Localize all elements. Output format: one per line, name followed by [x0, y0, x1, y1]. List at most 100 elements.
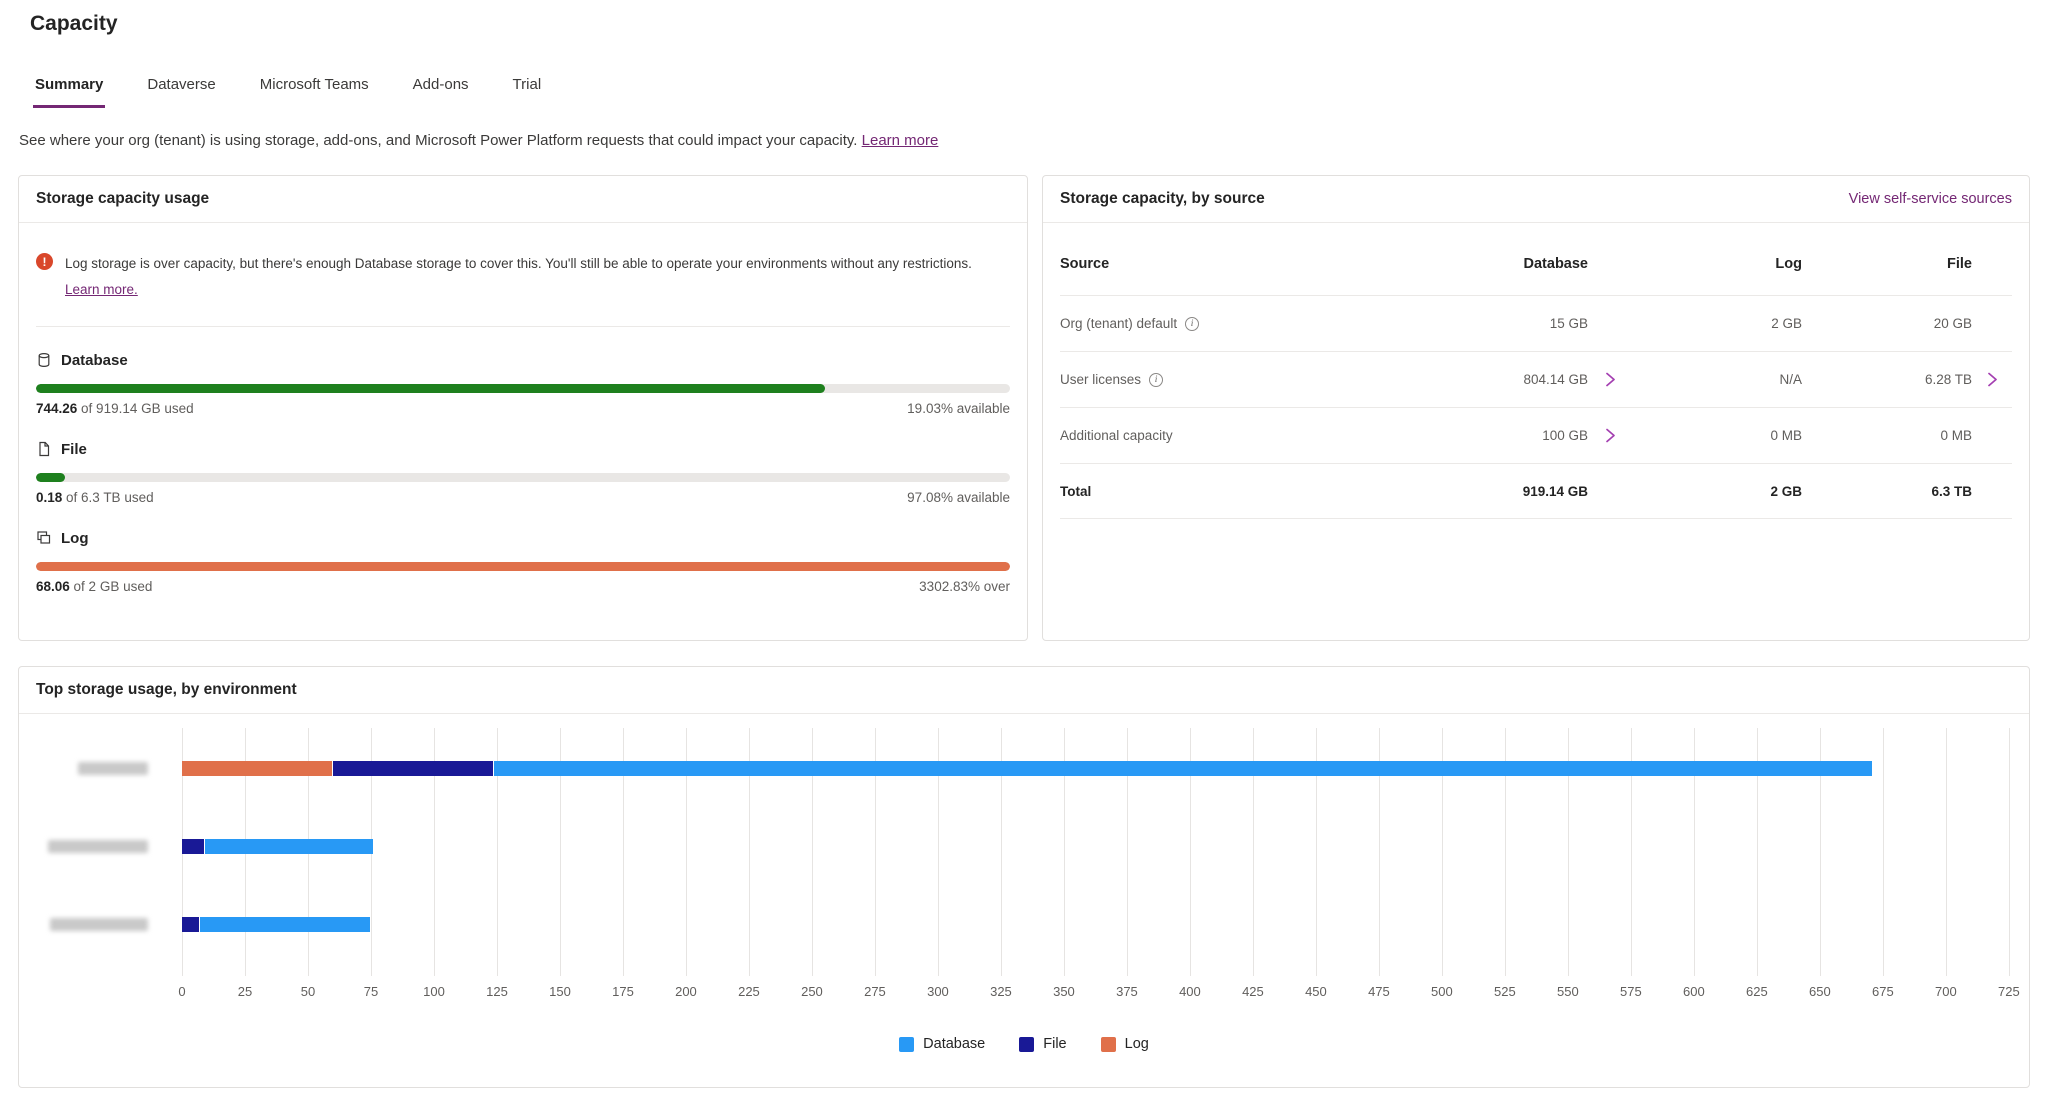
gridline — [1126, 728, 1128, 976]
database-chevron-icon[interactable] — [1588, 427, 1632, 444]
tab-bar: Summary Dataverse Microsoft Teams Add-ons Tr… — [33, 76, 2048, 108]
axis-tick-label: 400 — [1179, 984, 1201, 999]
legend-item-log: Log — [1100, 1036, 1149, 1052]
axis-tick-label: 100 — [423, 984, 445, 999]
database-value: 15 GB — [1549, 316, 1588, 331]
file-value: 20 GB — [1933, 316, 1972, 331]
axis-tick-label: 550 — [1557, 984, 1579, 999]
top-cards-row: Storage capacity usage ! Log storage is … — [18, 175, 2030, 641]
axis-tick-label: 150 — [549, 984, 571, 999]
meter-label-row: File — [36, 441, 1010, 458]
database-chevron-icon[interactable] — [1588, 371, 1632, 388]
source-card-header: Storage capacity, by source View self-se… — [1043, 176, 2029, 223]
column-header-database: Database — [1523, 256, 1588, 272]
gridline — [1882, 728, 1884, 976]
gridline — [1441, 728, 1443, 976]
axis-tick-label: 725 — [1998, 984, 2020, 999]
axis-tick-label: 525 — [1494, 984, 1516, 999]
legend-label: File — [1043, 1036, 1067, 1052]
chart-x-axis: 0 25 50 75 100 125 150 175 200 225 250 275 300 325 350… — [178, 984, 2024, 1002]
availability-text: 19.03% available — [907, 400, 1010, 416]
gridline — [1819, 728, 1821, 976]
environment-label-redacted — [36, 839, 182, 854]
gridline — [1945, 728, 1947, 976]
bar-segment-file — [182, 839, 205, 854]
environment-label-redacted — [36, 761, 182, 776]
meter-name: Database — [61, 351, 128, 369]
gridline — [433, 728, 435, 976]
source-name: Total — [1060, 483, 1092, 499]
bar-segment-log — [182, 761, 334, 776]
bar-segment-database — [494, 761, 1873, 776]
axis-tick-label: 375 — [1116, 984, 1138, 999]
axis-tick-label: 700 — [1935, 984, 1957, 999]
database-icon — [36, 352, 52, 368]
meter-name: Log — [61, 529, 89, 547]
legend-swatch-database — [899, 1036, 915, 1052]
axis-tick-label: 225 — [738, 984, 760, 999]
progress-fill — [36, 383, 825, 393]
tab-add-ons[interactable]: Add-ons — [412, 76, 469, 93]
info-icon[interactable]: i — [1185, 316, 1200, 331]
warning-text: Log storage is over capacity, but there'… — [65, 256, 972, 298]
blurred-text-block — [48, 840, 148, 853]
storage-capacity-usage-card: Storage capacity usage ! Log storage is … — [18, 175, 1028, 641]
source-row-total: Total 919.14 GB 2 GB 6.3 TB — [1060, 463, 2012, 519]
environment-bar-row — [48, 839, 2024, 854]
tab-dataverse[interactable]: Dataverse — [147, 76, 216, 93]
tab-trial[interactable]: Trial — [512, 76, 542, 93]
gridline — [1378, 728, 1380, 976]
view-self-service-sources-link[interactable]: View self-service sources — [1848, 191, 2012, 207]
axis-tick-label: 250 — [801, 984, 823, 999]
log-value: 2 GB — [1770, 483, 1802, 499]
gridline — [1567, 728, 1569, 976]
gridline — [1000, 728, 1002, 976]
tab-summary[interactable]: Summary — [33, 76, 106, 108]
gridline — [496, 728, 498, 976]
description-text: See where your org (tenant) is using sto… — [19, 132, 858, 149]
progress-fill — [36, 472, 66, 482]
gridline — [1630, 728, 1632, 976]
usage-text: 744.26 of 919.14 GB used — [36, 400, 194, 416]
log-value: 2 GB — [1771, 316, 1802, 331]
bar-segment-file — [182, 917, 200, 932]
meter-caption: 0.18 of 6.3 TB used 97.08% available — [36, 490, 1010, 505]
column-header-file: File — [1947, 256, 1972, 272]
storage-by-source-card: Storage capacity, by source View self-se… — [1042, 175, 2030, 641]
axis-tick-label: 75 — [363, 984, 379, 999]
tab-microsoft-teams[interactable]: Microsoft Teams — [259, 76, 369, 93]
database-value: 919.14 GB — [1522, 483, 1588, 499]
gridline — [811, 728, 813, 976]
axis-tick-label: 600 — [1683, 984, 1705, 999]
environment-usage-chart: 0 25 50 75 100 125 150 175 200 225 250 275 300 325 350… — [19, 714, 2029, 1052]
warning-learn-more-link[interactable]: Learn more. — [65, 282, 138, 298]
availability-text: 97.08% available — [907, 489, 1010, 505]
axis-tick-label: 450 — [1305, 984, 1327, 999]
gridline — [937, 728, 939, 976]
log-icon — [36, 530, 52, 546]
learn-more-link[interactable]: Learn more — [861, 132, 939, 149]
usage-card-body: ! Log storage is over capacity, but ther… — [19, 223, 1027, 594]
source-table-header-row: Source Database Log File — [1060, 233, 2012, 295]
axis-tick-label: 500 — [1431, 984, 1453, 999]
availability-text: 3302.83% over — [919, 578, 1010, 594]
bar-segment-database — [204, 839, 374, 854]
gridline — [874, 728, 876, 976]
meter-database: Database 744.26 of 919.14 GB used 19.03% a… — [36, 352, 1010, 416]
gridline — [685, 728, 687, 976]
file-chevron-icon[interactable] — [1972, 371, 2012, 388]
file-value: 6.28 TB — [1924, 372, 1972, 387]
gridline — [1252, 728, 1254, 976]
database-value: 804.14 GB — [1523, 372, 1588, 387]
environment-label-redacted — [36, 917, 182, 932]
blurred-text-block — [50, 918, 148, 931]
info-icon[interactable]: i — [1149, 372, 1164, 387]
storage-meters: Database 744.26 of 919.14 GB used 19.03% a… — [36, 352, 1010, 594]
source-name: Org (tenant) default i — [1060, 316, 1438, 331]
description: See where your org (tenant) is using sto… — [19, 132, 2048, 149]
source-row-org-tenant-default: Org (tenant) default i 15 GB 2 GB 20 GB — [1060, 295, 2012, 351]
axis-tick-label: 200 — [675, 984, 697, 999]
meter-name: File — [61, 440, 87, 458]
bar-segment-file — [333, 761, 495, 776]
usage-text: 0.18 of 6.3 TB used — [36, 489, 154, 505]
